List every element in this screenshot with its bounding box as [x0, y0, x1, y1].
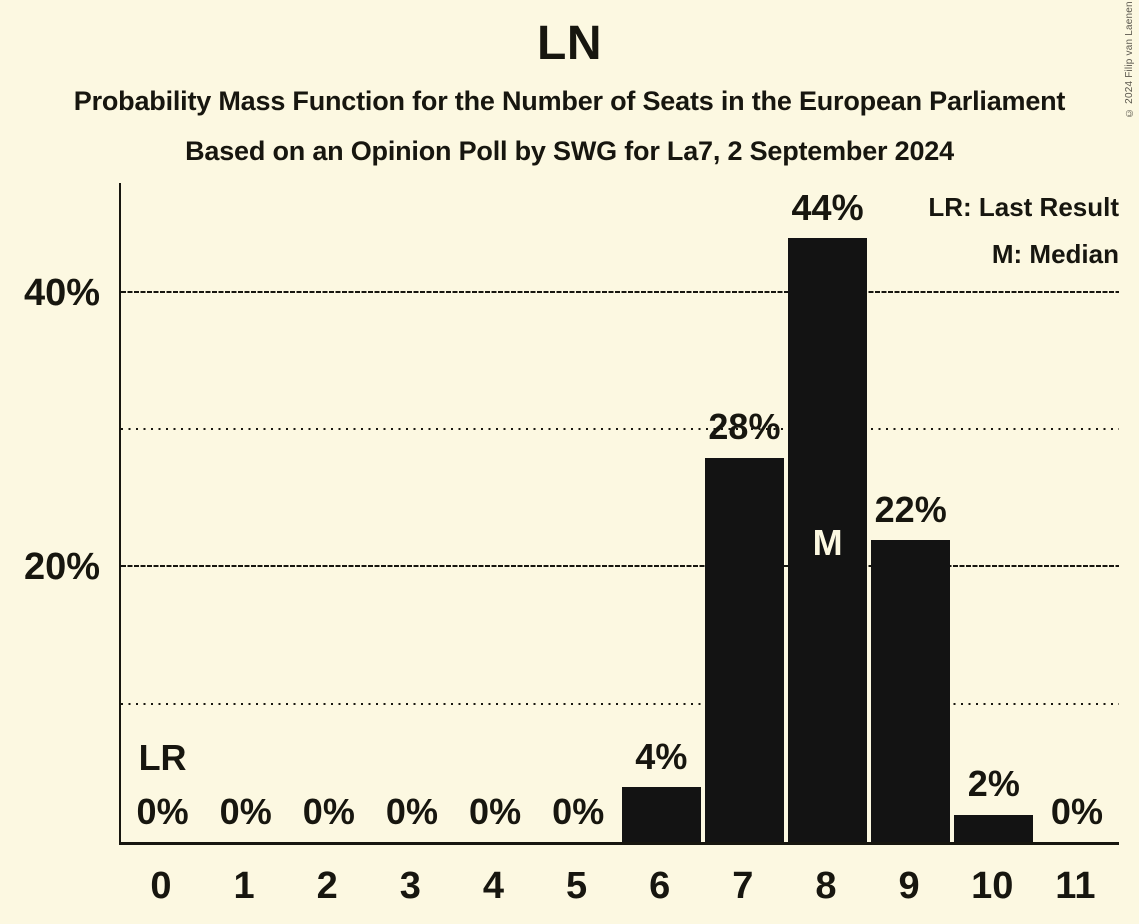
chart-subtitle: Probability Mass Function for the Number…: [73, 86, 1066, 116]
x-tick-label-11: 11: [1055, 865, 1096, 907]
x-tick-label-4: 4: [482, 865, 505, 907]
bar-seats-9: [871, 539, 951, 842]
last-result-marker: LR: [138, 736, 187, 778]
x-tick-label-9: 9: [898, 865, 920, 907]
chart-title: LN: [537, 17, 602, 70]
bar-seats-6: [621, 787, 701, 842]
x-tick-label-8: 8: [815, 865, 837, 907]
value-label-seats-10: 2%: [967, 763, 1020, 805]
value-label-seats-5: 0%: [552, 790, 605, 832]
y-tick-label-20pct: 20%: [23, 546, 100, 589]
value-label-seats-11: 0%: [1050, 790, 1103, 832]
value-label-seats-3: 0%: [385, 790, 438, 832]
value-label-seats-2: 0%: [302, 790, 355, 832]
x-tick-label-3: 3: [399, 865, 421, 907]
value-label-seats-1: 0%: [219, 790, 272, 832]
x-tick-label-6: 6: [649, 865, 671, 907]
gridline-40pct: [121, 290, 1119, 293]
x-tick-label-2: 2: [316, 865, 338, 907]
legend-last-result: LR: Last Result: [928, 192, 1119, 222]
value-label-seats-6: 4%: [635, 735, 688, 777]
gridline-20pct: [121, 565, 1119, 568]
copyright-notice: © 2024 Filip van Laenen: [1124, 1, 1135, 118]
chart-caption: Based on an Opinion Poll by SWG for La7,…: [185, 136, 954, 166]
x-tick-label-0: 0: [150, 865, 172, 907]
x-tick-label-7: 7: [732, 865, 754, 907]
x-tick-label-5: 5: [566, 865, 588, 907]
legend-median: M: Median: [991, 239, 1119, 269]
legend: LR: Last Result M: Median: [928, 184, 1119, 278]
gridline-10pct: [121, 702, 1119, 705]
y-tick-label-40pct: 40%: [23, 271, 100, 314]
gridline-30pct: [121, 428, 1119, 431]
x-tick-label-10: 10: [971, 865, 1014, 907]
value-label-seats-4: 0%: [469, 790, 522, 832]
value-label-seats-0: 0%: [136, 790, 189, 832]
bar-seats-8: [788, 237, 868, 842]
value-label-seats-8: 44%: [791, 186, 864, 228]
bar-seats-7: [705, 457, 785, 842]
value-label-seats-9: 22%: [874, 488, 947, 530]
plot-area: LR: Last Result M: Median 0% 0% 0% 0% 0% 0% 4%…: [119, 183, 1119, 845]
x-tick-label-1: 1: [233, 865, 255, 907]
value-label-seats-7: 28%: [708, 406, 781, 448]
median-marker: M: [812, 522, 843, 563]
bar-seats-10: [954, 814, 1034, 842]
